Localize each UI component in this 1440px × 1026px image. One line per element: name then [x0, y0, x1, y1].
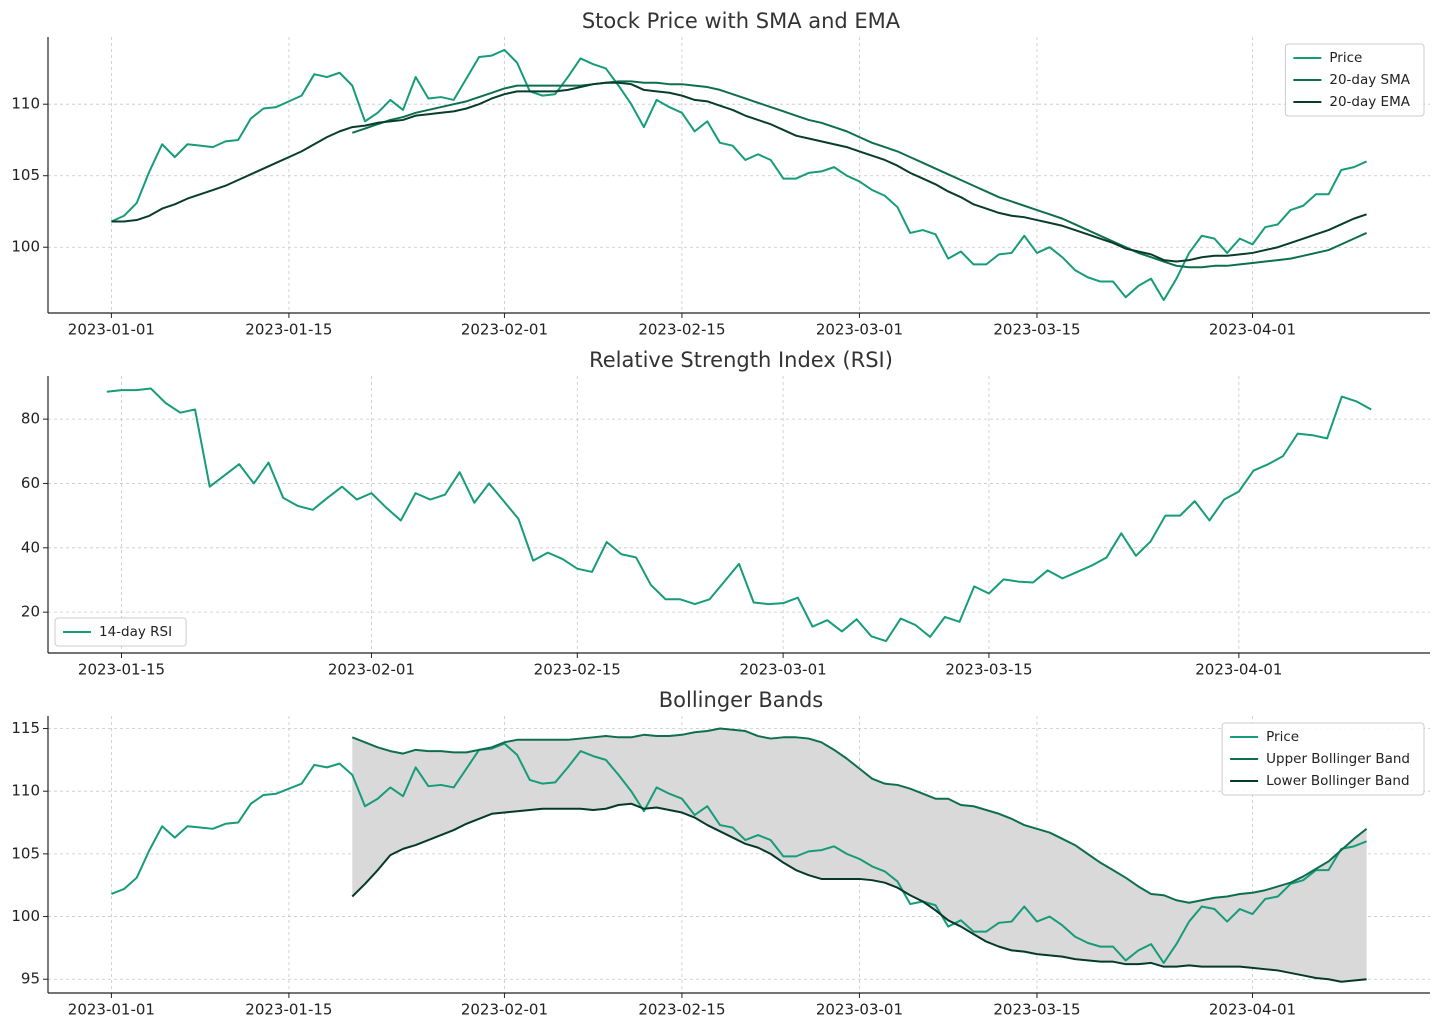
- x-tick-label: 2023-02-01: [328, 661, 415, 679]
- legend-label: 14-day RSI: [99, 624, 172, 640]
- legend-label: Lower Bollinger Band: [1266, 773, 1409, 789]
- y-tick-label: 95: [21, 970, 40, 988]
- x-tick-label: 2023-03-15: [993, 1001, 1080, 1019]
- series-line: [110, 48, 1368, 302]
- x-tick-label: 2023-01-15: [245, 321, 332, 339]
- x-tick-label: 2023-01-15: [245, 1001, 332, 1019]
- legend-box: [1221, 722, 1425, 796]
- legend-label: Upper Bollinger Band: [1266, 751, 1410, 767]
- series-line: [106, 387, 1372, 643]
- x-tick-label: 2023-02-15: [534, 661, 621, 679]
- x-tick-label: 2023-01-01: [68, 321, 155, 339]
- x-tick-label: 2023-03-15: [945, 661, 1032, 679]
- x-tick-label: 2023-04-01: [1195, 661, 1282, 679]
- y-tick-label: 60: [21, 474, 40, 492]
- x-tick-label: 2023-04-01: [1209, 321, 1296, 339]
- series-line: [111, 81, 1367, 263]
- series-line: [351, 80, 1368, 269]
- y-tick-label: 40: [21, 538, 40, 556]
- x-tick-label: 2023-01-15: [78, 661, 165, 679]
- y-tick-label: 105: [11, 166, 40, 184]
- y-tick-label: 110: [11, 95, 40, 113]
- legend-box: [54, 617, 187, 647]
- y-tick-label: 110: [11, 782, 40, 800]
- legend-label: 20-day SMA: [1329, 72, 1410, 88]
- y-tick-label: 100: [11, 238, 40, 256]
- legend-label: 20-day EMA: [1329, 94, 1410, 110]
- band-fill: [352, 728, 1367, 982]
- legend-label: Price: [1329, 50, 1362, 66]
- chart-title: Bollinger Bands: [659, 688, 823, 712]
- series-line: [351, 727, 1368, 904]
- y-tick-label: 100: [11, 907, 40, 925]
- x-tick-label: 2023-04-01: [1209, 1001, 1296, 1019]
- x-tick-label: 2023-02-01: [461, 321, 548, 339]
- y-tick-label: 80: [21, 410, 40, 428]
- y-tick-label: 105: [11, 844, 40, 862]
- legend-label: Price: [1266, 729, 1299, 745]
- x-tick-label: 2023-03-01: [816, 321, 903, 339]
- x-tick-label: 2023-01-01: [68, 1001, 155, 1019]
- y-tick-label: 115: [11, 719, 40, 737]
- chart-title: Relative Strength Index (RSI): [589, 348, 893, 372]
- y-tick-label: 20: [21, 603, 40, 621]
- x-tick-label: 2023-03-01: [740, 661, 827, 679]
- x-tick-label: 2023-02-15: [638, 321, 725, 339]
- x-tick-label: 2023-02-15: [638, 1001, 725, 1019]
- series-line: [351, 802, 1367, 983]
- x-tick-label: 2023-03-01: [816, 1001, 903, 1019]
- x-tick-label: 2023-03-15: [993, 321, 1080, 339]
- legend-box: [1284, 43, 1425, 117]
- x-tick-label: 2023-02-01: [461, 1001, 548, 1019]
- chart-title: Stock Price with SMA and EMA: [582, 9, 901, 33]
- series-line: [111, 742, 1367, 964]
